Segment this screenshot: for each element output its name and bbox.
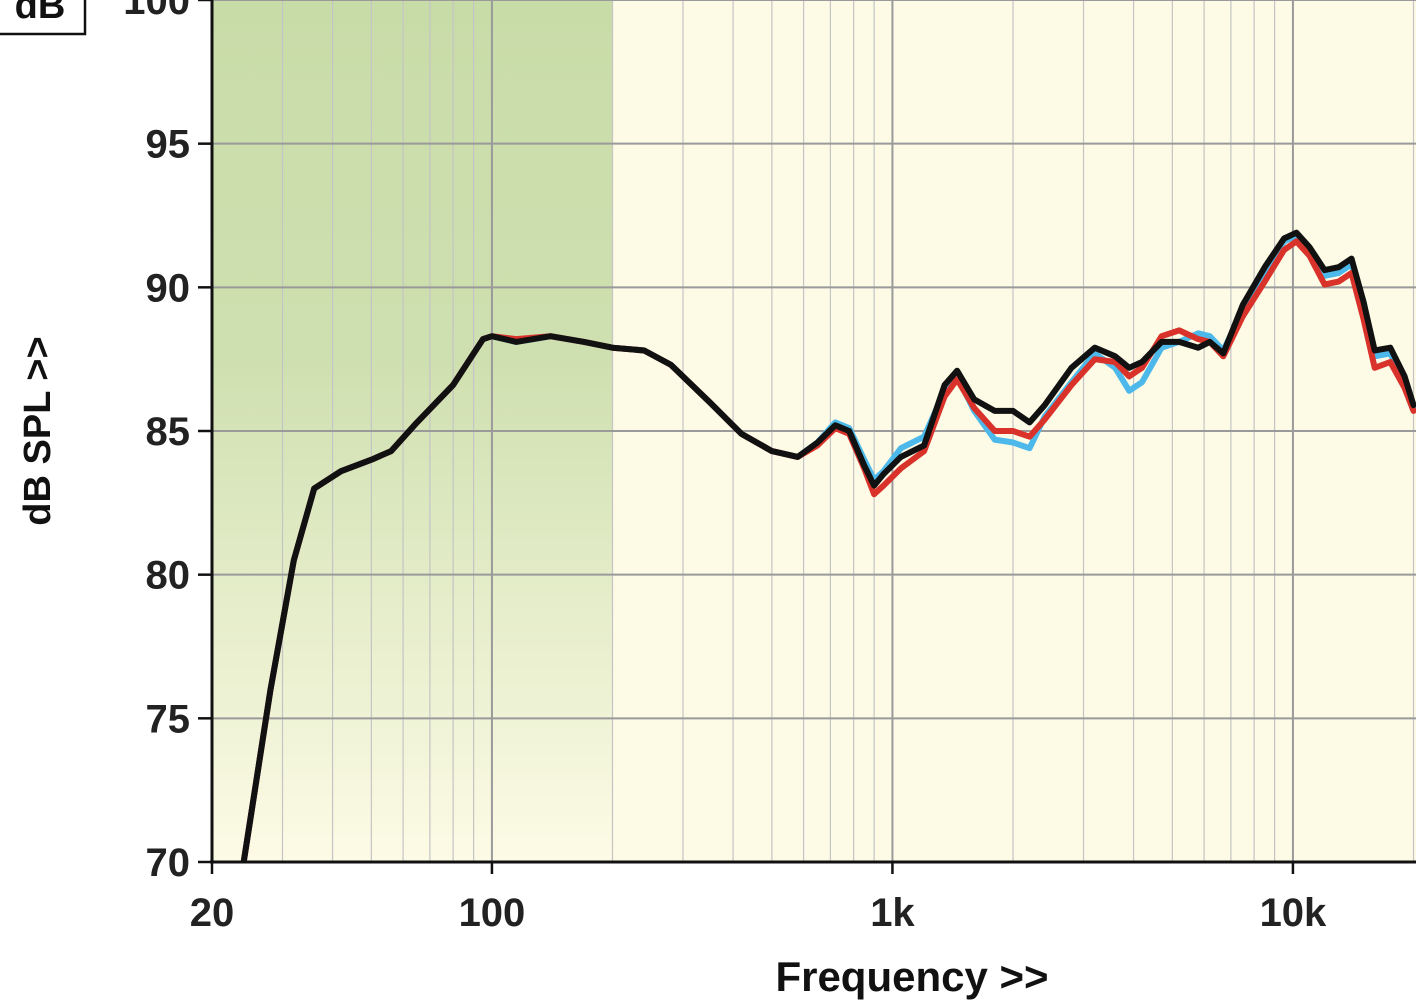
unit-box: dB xyxy=(0,0,87,36)
x-tick-label: 100 xyxy=(459,891,526,935)
y-tick-label: 75 xyxy=(146,697,191,741)
y-tick-label: 70 xyxy=(146,841,191,885)
y-ticks: 100 95 90 85 80 75 70 xyxy=(123,0,212,885)
y-tick-label: 85 xyxy=(146,410,191,454)
y-tick-label: 90 xyxy=(146,266,191,310)
x-tick-label: 10k xyxy=(1260,891,1327,935)
unit-label: dB xyxy=(15,0,66,27)
x-axis-title: Frequency >> xyxy=(775,953,1048,1000)
y-tick-label: 95 xyxy=(146,123,191,167)
x-tick-label: 1k xyxy=(870,891,915,935)
y-tick-label: 80 xyxy=(146,554,191,598)
x-tick-label: 20 xyxy=(190,891,235,935)
series-line-3 xyxy=(240,229,1416,862)
y-axis-title: dB SPL >> xyxy=(17,336,59,525)
grid-lines xyxy=(212,0,1416,862)
series-group xyxy=(240,229,1416,862)
y-tick-label: 100 xyxy=(123,0,190,23)
x-ticks: 20 100 1k 10k xyxy=(190,862,1327,935)
